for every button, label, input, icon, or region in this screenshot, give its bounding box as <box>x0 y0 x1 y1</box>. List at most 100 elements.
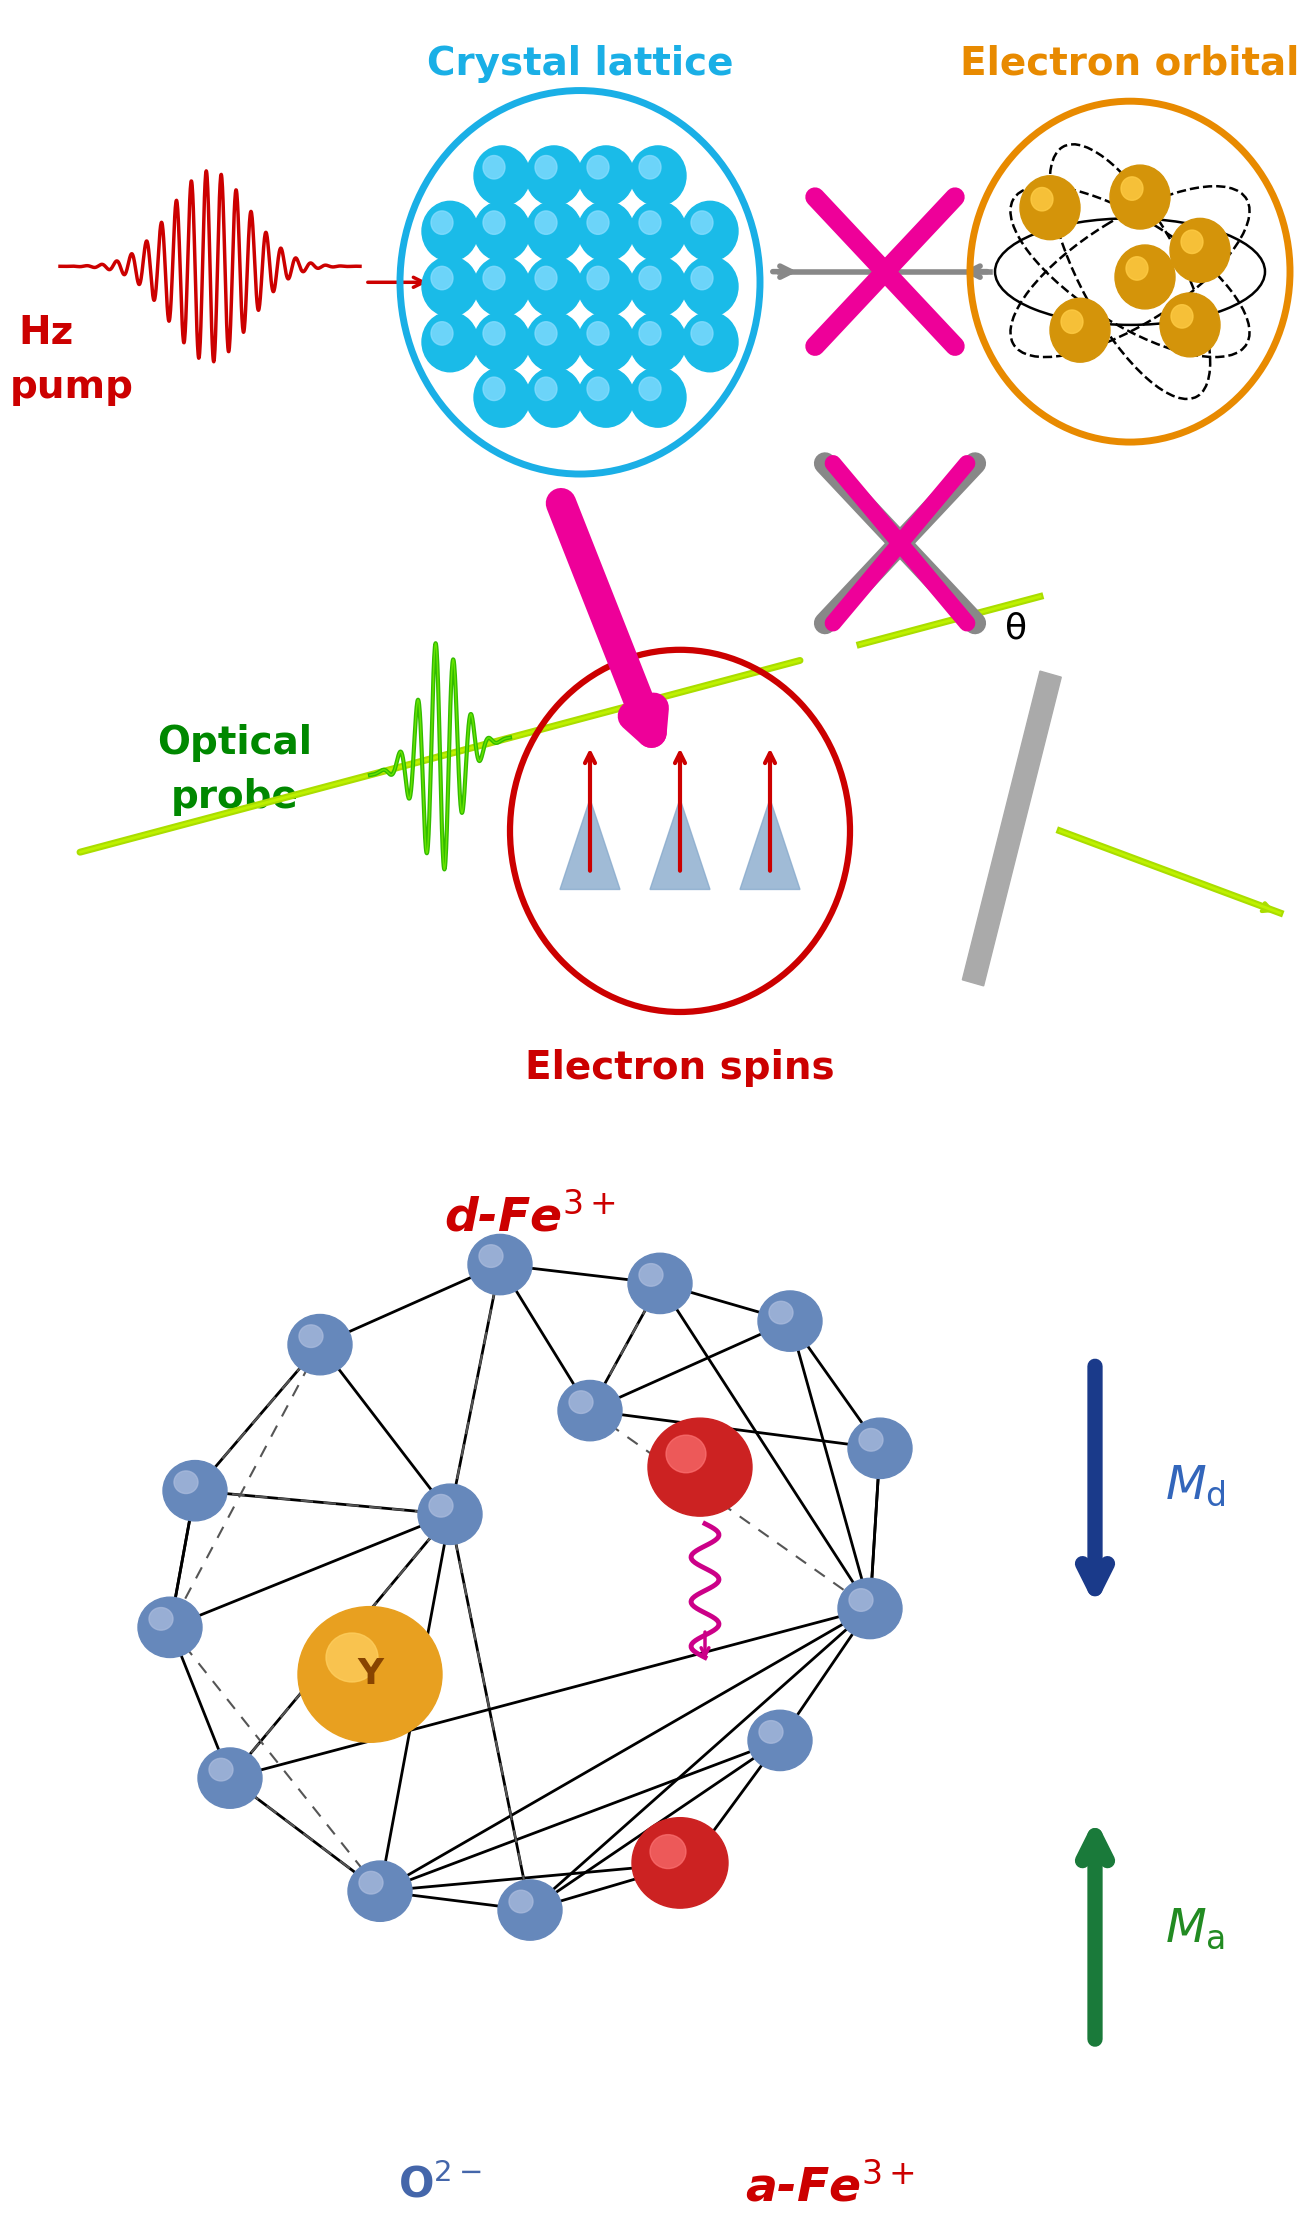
Circle shape <box>474 201 530 262</box>
Circle shape <box>289 1315 352 1376</box>
Circle shape <box>474 257 530 315</box>
Text: $\mathit{M}_\mathrm{d}$: $\mathit{M}_\mathrm{d}$ <box>1165 1463 1226 1508</box>
Circle shape <box>640 266 660 291</box>
Text: a-Fe$^{3+}$: a-Fe$^{3+}$ <box>745 2165 915 2212</box>
Circle shape <box>484 322 504 344</box>
Circle shape <box>578 257 634 315</box>
Text: Electron orbital: Electron orbital <box>961 45 1300 83</box>
Circle shape <box>536 266 556 291</box>
Text: Crystal lattice: Crystal lattice <box>426 45 733 83</box>
Text: probe: probe <box>172 778 299 817</box>
Polygon shape <box>560 799 620 890</box>
Circle shape <box>747 1711 812 1769</box>
Circle shape <box>588 378 608 400</box>
Circle shape <box>484 157 504 179</box>
Circle shape <box>474 367 530 427</box>
Text: Hz: Hz <box>18 313 73 351</box>
Circle shape <box>682 313 738 371</box>
Circle shape <box>432 322 452 344</box>
Circle shape <box>138 1597 202 1658</box>
Circle shape <box>1121 177 1143 201</box>
Circle shape <box>650 1834 686 1868</box>
Circle shape <box>770 1302 793 1324</box>
Circle shape <box>630 257 686 315</box>
Circle shape <box>1050 298 1110 362</box>
Circle shape <box>658 1832 722 1893</box>
Circle shape <box>526 201 582 262</box>
Circle shape <box>588 266 608 291</box>
Polygon shape <box>740 799 800 890</box>
Circle shape <box>682 201 738 262</box>
Circle shape <box>1171 304 1193 329</box>
Circle shape <box>1031 188 1053 210</box>
Circle shape <box>198 1747 263 1807</box>
Circle shape <box>588 322 608 344</box>
Circle shape <box>640 157 660 179</box>
Circle shape <box>432 266 452 291</box>
Circle shape <box>536 322 556 344</box>
Circle shape <box>484 266 504 291</box>
Circle shape <box>150 1608 173 1631</box>
Circle shape <box>758 1291 822 1351</box>
Circle shape <box>569 1391 593 1414</box>
Circle shape <box>478 1244 503 1268</box>
Text: Y: Y <box>358 1658 384 1691</box>
Circle shape <box>484 210 504 235</box>
Circle shape <box>422 313 478 371</box>
Circle shape <box>692 266 712 291</box>
Circle shape <box>630 367 686 427</box>
Text: Optical: Optical <box>157 725 312 763</box>
Circle shape <box>468 1235 532 1295</box>
Circle shape <box>174 1472 198 1494</box>
Circle shape <box>682 257 738 315</box>
Circle shape <box>647 1418 751 1517</box>
Circle shape <box>474 313 530 371</box>
Circle shape <box>670 1843 693 1866</box>
Text: Electron spins: Electron spins <box>525 1049 835 1087</box>
Circle shape <box>536 157 556 179</box>
Circle shape <box>536 210 556 235</box>
Circle shape <box>859 1429 883 1452</box>
Circle shape <box>526 313 582 371</box>
Text: $\mathit{M}_\mathrm{a}$: $\mathit{M}_\mathrm{a}$ <box>1165 1906 1225 1951</box>
Circle shape <box>536 378 556 400</box>
Circle shape <box>359 1872 383 1895</box>
Circle shape <box>419 1483 482 1544</box>
Circle shape <box>298 1606 442 1743</box>
Circle shape <box>630 145 686 206</box>
Circle shape <box>630 201 686 262</box>
Circle shape <box>666 1436 706 1472</box>
Polygon shape <box>650 799 710 890</box>
Circle shape <box>640 378 660 400</box>
Circle shape <box>759 1720 783 1743</box>
Circle shape <box>640 210 660 235</box>
Circle shape <box>1180 230 1202 253</box>
Circle shape <box>588 210 608 235</box>
Bar <box>962 671 1061 987</box>
Text: O$^{2-}$: O$^{2-}$ <box>398 2165 482 2208</box>
Circle shape <box>429 1494 452 1517</box>
Circle shape <box>526 257 582 315</box>
Circle shape <box>498 1879 562 1939</box>
Circle shape <box>1115 246 1175 309</box>
Circle shape <box>838 1579 902 1640</box>
Circle shape <box>209 1758 233 1781</box>
Circle shape <box>588 157 608 179</box>
Circle shape <box>640 322 660 344</box>
Circle shape <box>1160 293 1219 358</box>
Circle shape <box>578 313 634 371</box>
Text: d-Fe$^{3+}$: d-Fe$^{3+}$ <box>445 1195 616 1242</box>
Circle shape <box>1170 219 1230 282</box>
Circle shape <box>299 1324 322 1347</box>
Circle shape <box>348 1861 412 1922</box>
Circle shape <box>432 210 452 235</box>
Circle shape <box>692 322 712 344</box>
Circle shape <box>526 367 582 427</box>
Circle shape <box>1061 311 1083 333</box>
Circle shape <box>474 145 530 206</box>
Text: pump: pump <box>10 367 134 405</box>
Circle shape <box>422 257 478 315</box>
Circle shape <box>558 1380 621 1441</box>
Circle shape <box>849 1588 874 1611</box>
Circle shape <box>526 145 582 206</box>
